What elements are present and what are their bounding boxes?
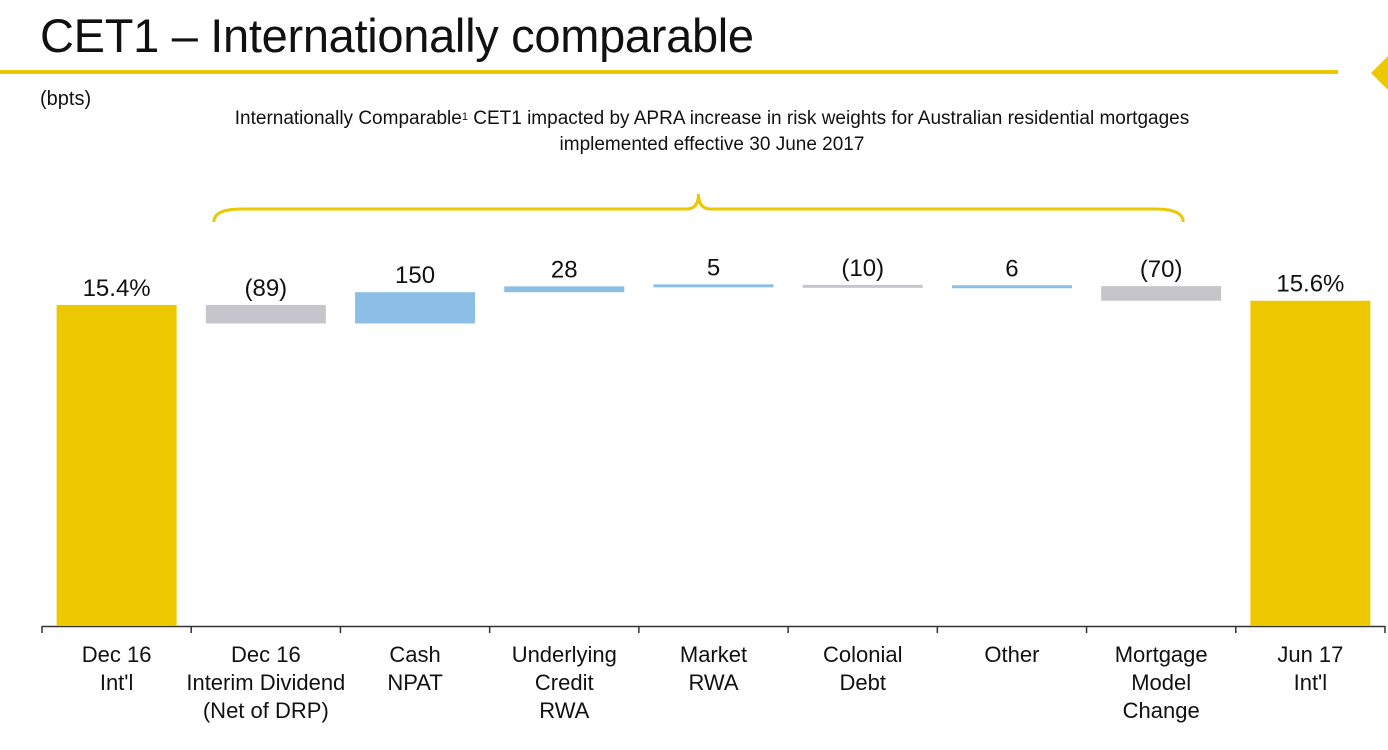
bar-increase — [355, 292, 476, 324]
bar-decrease — [1101, 286, 1222, 301]
bar-total — [56, 304, 177, 626]
x-tick-label: (Net of DRP) — [203, 698, 329, 723]
subtitle-line-2: implemented effective 30 June 2017 — [559, 134, 865, 155]
subtitle-text: Internationally Comparable — [234, 108, 462, 129]
corner-triangle-marker — [1371, 56, 1388, 90]
subtitle-text-continued: CET1 impacted by APRA increase in risk w… — [467, 108, 1190, 129]
x-tick-label: Market — [680, 642, 747, 667]
unit-label: (bpts) — [40, 88, 92, 110]
bar-total — [1250, 300, 1371, 626]
data-label: (10) — [841, 255, 884, 282]
x-tick-label: Mortgage — [1115, 642, 1208, 667]
page-title: CET1 – Internationally comparable — [40, 9, 754, 62]
x-tick-label: Colonial — [823, 642, 903, 667]
bar-decrease — [802, 284, 923, 288]
x-tick-label: Other — [984, 642, 1039, 667]
x-tick-label: Interim Dividend — [186, 670, 345, 695]
x-tick-label: Dec 16 — [82, 642, 152, 667]
data-label: 15.6% — [1276, 271, 1344, 298]
x-tick-label: Cash — [389, 642, 440, 667]
data-label: 150 — [395, 262, 435, 289]
data-label: 28 — [551, 256, 578, 283]
data-label: (70) — [1140, 256, 1183, 283]
footnote-marker: 1 — [461, 111, 468, 123]
bar-increase — [951, 285, 1072, 289]
x-tick-label: Jun 17 — [1277, 642, 1343, 667]
x-tick-label: Dec 16 — [231, 642, 301, 667]
data-label: 5 — [707, 254, 720, 281]
x-tick-label: Debt — [839, 670, 885, 695]
x-tick-label: Model — [1131, 670, 1191, 695]
title-underline — [0, 70, 1338, 74]
x-tick-label: NPAT — [387, 670, 442, 695]
data-label: (89) — [244, 275, 287, 302]
data-label: 15.4% — [83, 275, 151, 302]
x-tick-label: Change — [1123, 698, 1200, 723]
x-tick-label: Underlying — [512, 642, 617, 667]
x-tick-label: Int'l — [100, 670, 134, 695]
chart-subtitle: Internationally Comparable1 CET1 impacte… — [150, 106, 1274, 158]
bar-decrease — [205, 304, 326, 324]
bar-increase — [504, 286, 625, 293]
x-tick-label: Credit — [535, 670, 594, 695]
x-tick-label: RWA — [688, 670, 738, 695]
x-tick-label: Int'l — [1294, 670, 1328, 695]
bar-increase — [653, 284, 774, 288]
grouping-brace — [212, 193, 1185, 223]
data-label: 6 — [1005, 255, 1018, 282]
x-tick-label: RWA — [539, 698, 589, 723]
